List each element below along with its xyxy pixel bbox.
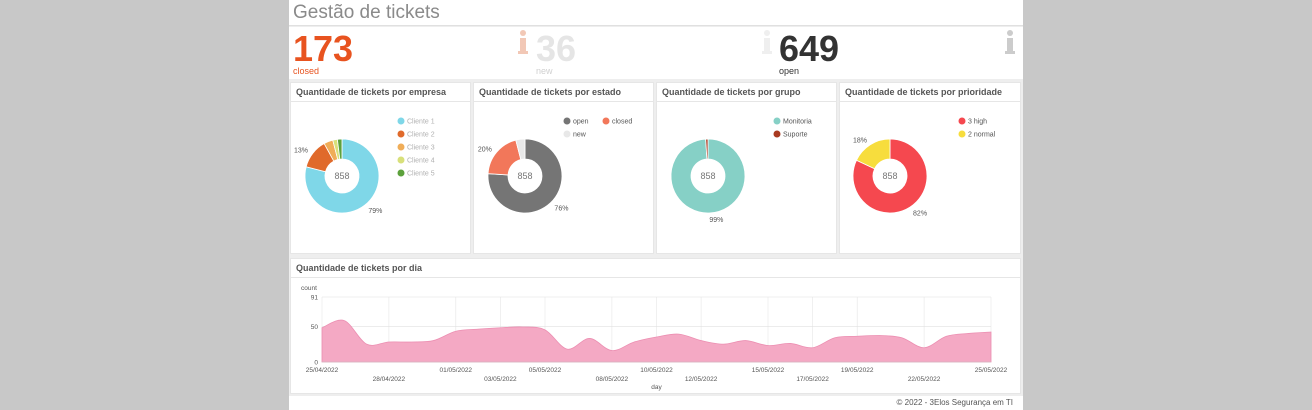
x-tick-label: 17/05/2022: [796, 376, 829, 383]
svg-text:open: open: [573, 119, 589, 126]
svg-text:closed: closed: [612, 119, 632, 126]
panel-grupo-title: Quantidade de tickets por grupo: [657, 83, 836, 102]
y-tick-label: 91: [311, 295, 319, 302]
svg-text:Monitoria: Monitoria: [783, 119, 812, 126]
kpi-new-label: new: [536, 66, 553, 76]
legend-item[interactable]: Monitoria: [773, 117, 812, 126]
pie-center-label: 858: [517, 171, 532, 181]
y-tick-label: 50: [311, 324, 319, 331]
pie-slice-label: 13%: [294, 148, 308, 155]
legend-item[interactable]: new: [563, 130, 587, 139]
kpi-closed-value: 173: [293, 28, 354, 69]
kpi-new[interactable]: 36 new: [517, 27, 757, 79]
legend-item[interactable]: Cliente 4: [397, 156, 435, 165]
legend-item[interactable]: Cliente 2: [397, 130, 435, 139]
svg-text:new: new: [573, 132, 587, 139]
pie-slice[interactable]: [487, 139, 522, 176]
panel-empresa-title: Quantidade de tickets por empresa: [291, 83, 470, 102]
footer: © 2022 - 3Elos Segurança em TI: [289, 396, 1023, 410]
kpi-closed-label: closed: [293, 66, 320, 76]
x-tick-label: 28/04/2022: [373, 376, 406, 383]
panel-prioridade-title: Quantidade de tickets por prioridade: [840, 83, 1020, 102]
pie-slice[interactable]: [855, 138, 891, 170]
pie-slice[interactable]: [852, 138, 928, 214]
x-tick-label: 12/05/2022: [685, 376, 718, 383]
pie-center-label: 858: [700, 171, 715, 181]
x-tick-label: 19/05/2022: [841, 367, 874, 374]
x-tick-label: 08/05/2022: [596, 376, 629, 383]
pie-slice-label: 18%: [853, 138, 867, 145]
x-tick-label: 22/05/2022: [908, 376, 941, 383]
legend-item[interactable]: open: [563, 117, 589, 126]
pie-slice-label: 20%: [478, 147, 492, 154]
kpi-open-value: 649: [779, 28, 840, 69]
x-tick-label: 03/05/2022: [484, 376, 517, 383]
pie-chart-empresa: 79% 13% 858 Cliente 1 Cliente 2 Cliente 3 Clie…: [294, 117, 435, 215]
area-series[interactable]: [321, 319, 992, 363]
pie-slice-label: 99%: [709, 217, 723, 224]
y-axis-label: count: [301, 285, 317, 292]
legend-item[interactable]: 3 high: [958, 117, 988, 126]
pie-slice-label: 76%: [554, 205, 568, 212]
svg-text:3 high: 3 high: [968, 119, 987, 126]
pie-slice[interactable]: [705, 138, 709, 160]
legend-item[interactable]: closed: [602, 117, 633, 126]
kpi-new-value: 36: [536, 28, 577, 69]
title-bar: Gestão de tickets: [289, 0, 1023, 26]
page-title: Gestão de tickets: [293, 2, 440, 23]
svg-text:Cliente 4: Cliente 4: [407, 158, 435, 165]
svg-text:Cliente 5: Cliente 5: [407, 171, 435, 178]
svg-text:Cliente 3: Cliente 3: [407, 145, 435, 152]
legend-item[interactable]: Cliente 3: [397, 143, 435, 152]
pie-center-label: 858: [334, 171, 349, 181]
info-icon: [518, 30, 528, 54]
x-tick-label: 25/04/2022: [306, 367, 339, 374]
pie-slice[interactable]: [487, 138, 563, 214]
pie-chart-estado: 76% 20% 858 open closed new: [478, 117, 633, 214]
x-tick-label: 25/05/2022: [975, 367, 1008, 374]
x-tick-label: 15/05/2022: [752, 367, 785, 374]
legend-item[interactable]: Suporte: [773, 130, 808, 139]
x-tick-label: 01/05/2022: [440, 367, 473, 374]
pie-chart-grupo: 99% 858 Monitoria Suporte: [670, 117, 812, 224]
panel-empresa: Quantidade de tickets por empresa 79% 13%…: [290, 82, 471, 254]
area-chart-dia: 0 50 91 count 25/04/2022 01/05/2022 05/05/2022…: [301, 285, 1008, 391]
panel-dia: Quantidade de tickets por dia 0 50 91 count…: [290, 258, 1021, 394]
panel-dia-title: Quantidade de tickets por dia: [291, 259, 1020, 278]
x-axis-label: day: [651, 384, 662, 391]
x-tick-label: 05/05/2022: [529, 367, 562, 374]
pie-slice[interactable]: [515, 138, 526, 161]
info-icon: [762, 30, 772, 54]
footer-copyright: © 2022 - 3Elos Segurança em TI: [896, 398, 1013, 407]
kpi-open-label: open: [779, 66, 800, 76]
pie-slice-label: 82%: [913, 210, 927, 217]
pie-center-label: 858: [882, 171, 897, 181]
svg-text:Suporte: Suporte: [783, 132, 808, 139]
legend-item[interactable]: Cliente 5: [397, 169, 435, 178]
kpi-closed[interactable]: 173 closed: [293, 27, 533, 79]
svg-text:Cliente 1: Cliente 1: [407, 119, 435, 126]
kpi-open[interactable]: 649 open: [761, 27, 1001, 79]
panel-estado: Quantidade de tickets por estado 76% 20% 8…: [473, 82, 654, 254]
legend-item[interactable]: Cliente 1: [397, 117, 435, 126]
info-icon: [1005, 30, 1015, 54]
legend-item[interactable]: 2 normal: [958, 130, 996, 139]
panel-prioridade: Quantidade de tickets por prioridade 82%…: [839, 82, 1021, 254]
panel-grupo: Quantidade de tickets por grupo 99% 858 Mo…: [656, 82, 837, 254]
svg-text:Cliente 2: Cliente 2: [407, 132, 435, 139]
pie-slice[interactable]: [670, 138, 746, 214]
kpi-row: 173 closed 36 new 649 open: [289, 27, 1023, 79]
y-tick-label: 0: [314, 360, 318, 367]
dashboard-page: Gestão de tickets 173 closed 36 new 649 …: [289, 0, 1023, 410]
pie-chart-prioridade: 82% 18% 858 3 high 2 normal: [852, 117, 996, 217]
pie-slice[interactable]: [304, 138, 380, 214]
pie-slice-label: 79%: [368, 208, 382, 215]
pie-slice[interactable]: [336, 138, 343, 160]
panel-estado-title: Quantidade de tickets por estado: [474, 83, 653, 102]
svg-text:2 normal: 2 normal: [968, 132, 996, 139]
x-tick-label: 10/05/2022: [640, 367, 673, 374]
